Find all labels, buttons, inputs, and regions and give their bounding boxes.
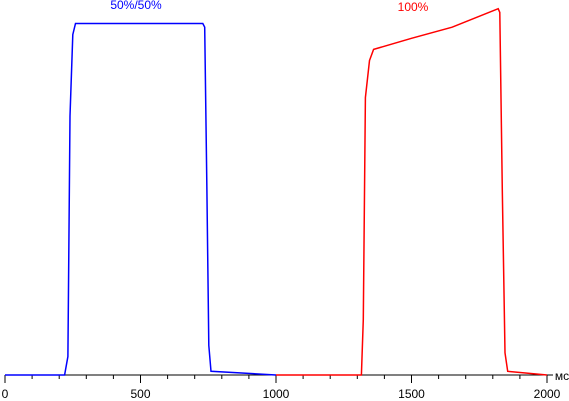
series-label: 50%/50% [110,0,162,12]
series-line [5,22,277,376]
series-label: 100% [398,0,429,14]
x-tick-label: 1000 [263,387,290,401]
x-unit: мс [555,369,569,383]
x-tick-label: 0 [2,387,9,401]
x-tick-label: 2000 [534,387,561,401]
series-line [276,7,548,376]
x-tick-label: 500 [130,387,150,401]
x-tick-label: 1500 [398,387,425,401]
